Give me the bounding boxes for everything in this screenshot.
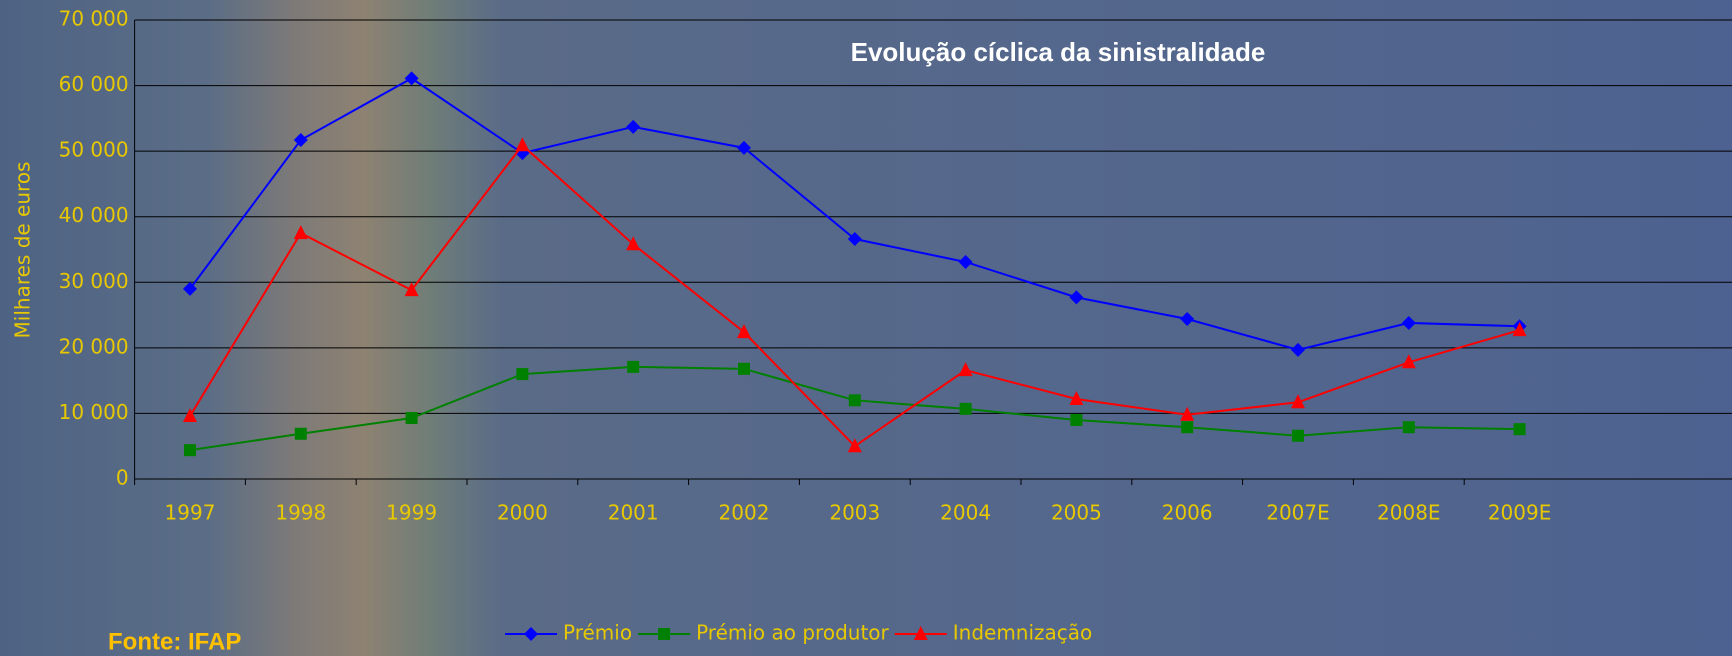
data-point [294, 427, 307, 440]
data-point [959, 402, 972, 415]
data-point [1291, 394, 1305, 409]
x-tick-label: 2000 [497, 501, 548, 525]
data-point [293, 225, 308, 240]
source: Fonte: IFAP [108, 628, 241, 655]
data-point [626, 119, 641, 134]
x-tick-label: 1998 [275, 501, 326, 525]
data-point [738, 362, 750, 375]
x-tick-label: 2004 [940, 501, 991, 525]
x-tick-label: 2003 [829, 501, 880, 525]
data-point [958, 362, 973, 377]
data-point [515, 137, 530, 152]
x-tick-label: 1997 [165, 501, 216, 525]
chart-title: Evolução cíclica da sinistralidade [851, 37, 1266, 67]
y-tick-label: 50 000 [59, 138, 129, 162]
data-point [848, 394, 861, 407]
y-tick-label: 10 000 [59, 400, 129, 424]
legend-marker [913, 626, 928, 640]
data-point [184, 444, 196, 457]
data-point [404, 282, 419, 297]
y-axis-label: Milhares de euros [11, 162, 35, 339]
data-point [183, 281, 197, 296]
data-point [1513, 423, 1526, 436]
data-point [404, 71, 419, 86]
data-point [1069, 290, 1084, 305]
data-point [293, 132, 308, 147]
x-tick-label: 2002 [719, 501, 770, 525]
y-tick-label: 40 000 [59, 203, 129, 227]
legend-label: Indemnização [953, 621, 1093, 645]
x-tick-label: 2006 [1162, 501, 1213, 525]
data-point [516, 368, 529, 381]
data-point [405, 412, 418, 425]
legend-marker [658, 628, 671, 640]
y-tick-label: 0 [116, 466, 129, 490]
y-tick-label: 70 000 [59, 7, 129, 31]
data-point [1180, 406, 1195, 421]
data-point [1512, 322, 1527, 337]
data-point [1401, 354, 1416, 369]
data-point [958, 254, 973, 269]
y-tick-label: 30 000 [59, 269, 129, 293]
data-point [1401, 315, 1416, 330]
y-tick-label: 20 000 [59, 334, 129, 358]
data-point [847, 438, 862, 453]
x-tick-label: 1999 [386, 501, 437, 525]
data-point [1292, 429, 1304, 442]
legend-label: Prémio [563, 621, 632, 645]
data-point [1070, 413, 1083, 426]
data-point [737, 140, 751, 155]
x-tick-label: 2005 [1051, 501, 1102, 525]
legend-label: Prémio ao produtor [696, 621, 889, 645]
y-tick-label: 60 000 [59, 72, 129, 96]
data-point [737, 324, 751, 339]
data-point [627, 360, 640, 373]
data-point [183, 408, 197, 423]
data-point [847, 232, 862, 247]
data-point [1180, 312, 1195, 327]
data-point [1069, 391, 1084, 406]
data-point [1291, 342, 1305, 357]
legend-marker [524, 627, 538, 641]
x-tick-label: 2009E [1488, 501, 1552, 525]
x-tick-label: 2007E [1266, 501, 1330, 525]
x-tick-label: 2008E [1377, 501, 1441, 525]
data-point [626, 236, 641, 251]
data-point [1402, 421, 1415, 434]
x-tick-label: 2001 [608, 501, 659, 525]
data-point [1181, 421, 1194, 434]
